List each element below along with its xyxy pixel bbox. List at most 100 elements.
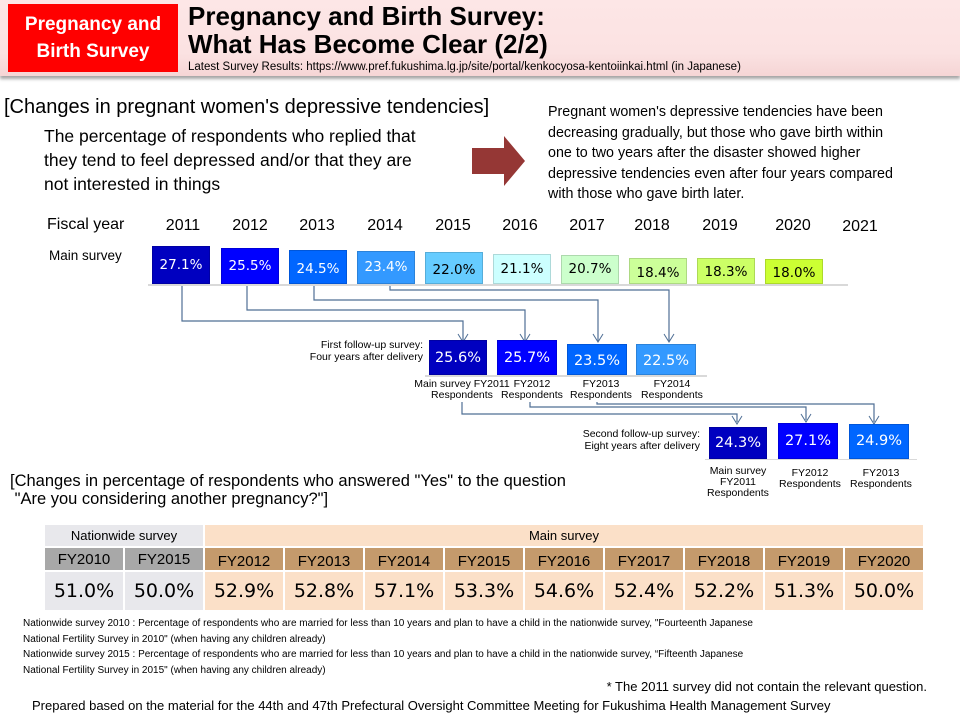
badge-line-1: Pregnancy and <box>24 14 162 35</box>
footnotes: Nationwide survey 2010 : Percentage of r… <box>23 616 753 678</box>
asterisk-note: * The 2011 survey did not contain the re… <box>606 679 927 694</box>
title-line-1: Pregnancy and Birth Survey: <box>188 1 545 31</box>
first-followup-value-box: 25.7% <box>497 340 557 375</box>
value-cell: 53.3% <box>443 570 525 612</box>
heading-line: "Are you considering another pregnancy?"… <box>10 490 329 508</box>
depression-summary: Pregnant women's depressive tendencies h… <box>548 102 893 205</box>
fy-label: 2011 <box>165 217 201 234</box>
page-title: Pregnancy and Birth Survey: What Has Bec… <box>188 2 548 58</box>
year-header: FY2020 <box>843 546 925 572</box>
value-cell: 52.9% <box>203 570 285 612</box>
badge-line-2: Birth Survey <box>36 41 150 62</box>
pregnancy-heading: [Changes in percentage of respondents wh… <box>10 472 566 508</box>
pregnancy-table: Nationwide survey Main survey FY2010 FY2… <box>43 523 925 612</box>
main-survey-value-box: 18.0% <box>765 259 823 284</box>
main-survey-value-box: 22.0% <box>425 252 483 284</box>
year-header: FY2019 <box>763 546 845 572</box>
second-followup-value-box: 24.9% <box>849 424 909 459</box>
label-line: First follow-up survey: <box>320 339 423 351</box>
year-header: FY2017 <box>603 546 685 572</box>
intro-line: The percentage of respondents who replie… <box>44 126 416 146</box>
first-followup-value-box: 23.5% <box>567 344 627 375</box>
summary-line: Pregnant women's depressive tendencies h… <box>548 104 883 120</box>
value-cell: 54.6% <box>523 570 605 612</box>
first-followup-value-box: 22.5% <box>636 344 696 375</box>
depression-heading: [Changes in pregnant women's depressive … <box>4 96 490 118</box>
fy-label: 2014 <box>367 217 403 234</box>
second-followup-baseline <box>705 459 917 460</box>
value-cell: 57.1% <box>363 570 445 612</box>
category-line: FY2012 <box>791 467 829 479</box>
main-survey-value-box: 18.4% <box>629 258 687 284</box>
group-main: Main survey <box>203 523 925 548</box>
fy-label: 2018 <box>634 217 670 234</box>
main-survey-value-box: 27.1% <box>152 246 210 284</box>
note-line: National Fertility Survey in 2010" (when… <box>23 633 326 645</box>
depression-intro: The percentage of respondents who replie… <box>44 124 416 196</box>
label-line: Four years after delivery <box>309 351 423 363</box>
intro-line: they tend to feel depressed and/or that … <box>44 150 412 170</box>
value-cell: 50.0% <box>843 570 925 612</box>
category-line: FY2013 <box>582 378 620 390</box>
label-line: Eight years after delivery <box>584 440 700 452</box>
main-survey-value-box: 23.4% <box>357 251 415 284</box>
second-followup-label: Second follow-up survey: Eight years aft… <box>583 428 700 452</box>
source-url[interactable]: Latest Survey Results: https://www.pref.… <box>188 61 741 73</box>
value-cell: 52.8% <box>283 570 365 612</box>
main-survey-value-box: 18.3% <box>697 258 755 284</box>
category-line: Respondents <box>707 487 769 499</box>
year-header: FY2018 <box>683 546 765 572</box>
year-header: FY2015 <box>443 546 525 572</box>
category-line: Respondents <box>570 389 632 401</box>
second-followup-category: Main survey FY2011 Respondents <box>703 466 773 499</box>
category-line: Respondents <box>641 389 703 401</box>
main-survey-label: Main survey <box>49 248 122 263</box>
value-cell: 50.0% <box>123 570 205 612</box>
main-survey-value-box: 20.7% <box>561 255 619 284</box>
main-survey-value-box: 24.5% <box>289 250 347 284</box>
heading-line: [Changes in percentage of respondents wh… <box>10 472 566 490</box>
year-header: FY2016 <box>523 546 605 572</box>
fy-label: 2019 <box>702 217 738 234</box>
category-line: Respondents <box>431 389 493 401</box>
first-followup-category: FY2012 Respondents <box>497 379 567 401</box>
year-header: FY2015 <box>123 546 205 572</box>
fy-label: 2017 <box>569 217 605 234</box>
summary-line: one to two years after the disaster show… <box>548 145 861 161</box>
second-followup-category: FY2012 Respondents <box>775 468 845 490</box>
category-line: FY2014 <box>653 378 691 390</box>
year-header: FY2014 <box>363 546 445 572</box>
intro-line: not interested in things <box>44 174 221 194</box>
category-line: FY2012 <box>513 378 551 390</box>
main-survey-baseline <box>148 284 848 286</box>
right-arrow-icon <box>472 136 525 186</box>
first-followup-baseline <box>425 375 707 377</box>
section-badge: Pregnancy and Birth Survey <box>8 4 178 72</box>
main-survey-value-box: 21.1% <box>493 254 551 284</box>
category-line: Respondents <box>501 389 563 401</box>
fy-label: 2013 <box>299 217 335 234</box>
fy-label: 2020 <box>775 217 811 234</box>
title-line-2: What Has Become Clear (2/2) <box>188 29 548 59</box>
label-line: Second follow-up survey: <box>582 428 700 440</box>
category-line: Respondents <box>779 478 841 490</box>
value-cell: 51.3% <box>763 570 845 612</box>
first-followup-category: Main survey FY2011 Respondents <box>392 379 532 401</box>
note-line: National Fertility Survey in 2015" (when… <box>23 664 326 676</box>
slide-header: Pregnancy and Birth Survey Pregnancy and… <box>0 0 960 76</box>
second-followup-value-box: 27.1% <box>778 423 838 459</box>
category-line: FY2013 <box>862 467 900 479</box>
second-followup-category: FY2013 Respondents <box>846 468 916 490</box>
category-line: Main survey <box>709 465 767 477</box>
year-header: FY2013 <box>283 546 365 572</box>
fy-label: 2021 <box>842 218 878 235</box>
value-cell: 51.0% <box>43 570 125 612</box>
year-header: FY2012 <box>203 546 285 572</box>
value-cell: 52.2% <box>683 570 765 612</box>
category-line: Main survey FY2011 <box>414 378 510 390</box>
fy-label: 2015 <box>435 217 471 234</box>
second-followup-value-box: 24.3% <box>709 427 767 459</box>
first-followup-label: First follow-up survey: Four years after… <box>310 339 423 363</box>
first-followup-category: FY2014 Respondents <box>637 379 707 401</box>
note-line: Nationwide survey 2010 : Percentage of r… <box>23 618 753 629</box>
